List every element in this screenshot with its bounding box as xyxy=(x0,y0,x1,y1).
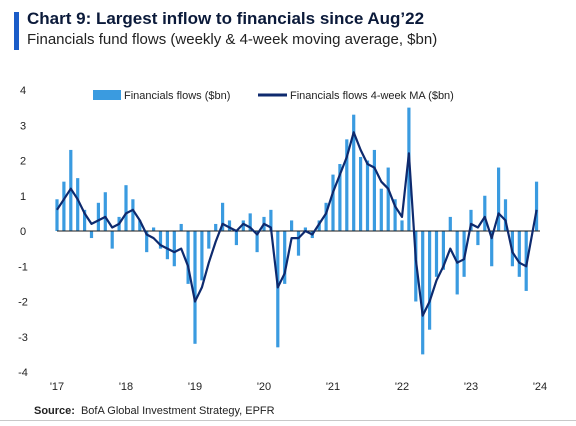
flow-bar xyxy=(441,231,445,270)
x-tick-label: '23 xyxy=(464,381,478,393)
flow-bar xyxy=(214,223,218,231)
flow-bar xyxy=(103,192,107,231)
y-tick-label: 3 xyxy=(20,120,26,132)
flow-bar xyxy=(276,231,280,348)
y-tick-label: 0 xyxy=(20,226,26,238)
flow-bar xyxy=(534,181,539,231)
flow-bar xyxy=(241,220,245,231)
flow-bar xyxy=(269,209,273,231)
flow-bar xyxy=(303,227,307,231)
legend-label-flows: Financials flows ($bn) xyxy=(124,90,230,102)
source-label: Source: xyxy=(34,405,75,417)
x-tick-label: '18 xyxy=(119,381,133,393)
flow-bar xyxy=(434,231,439,277)
flow-bar xyxy=(359,156,363,231)
flow-bar xyxy=(503,199,508,231)
flow-bar xyxy=(76,178,80,231)
flow-bar xyxy=(448,216,452,231)
x-tick-label: '19 xyxy=(188,381,202,393)
flow-bar xyxy=(490,231,494,267)
y-tick-label: 2 xyxy=(20,156,26,168)
source-note: Source: BofA Global Investment Strategy, … xyxy=(34,405,275,417)
flow-bar xyxy=(62,181,66,231)
x-tick-label: '22 xyxy=(395,381,409,393)
flow-bar xyxy=(296,231,301,256)
flow-bar xyxy=(338,164,342,231)
y-tick-label: 1 xyxy=(20,191,26,203)
legend-label-ma: Financials flows 4-week MA ($bn) xyxy=(290,90,454,102)
title-accent-bar xyxy=(14,12,19,50)
flow-bar xyxy=(89,231,94,239)
flow-bar xyxy=(469,209,473,231)
y-tick-label: -2 xyxy=(18,297,28,309)
bottom-rule xyxy=(0,420,576,421)
flow-bar xyxy=(428,231,432,330)
flow-bar xyxy=(290,220,294,231)
flow-bar xyxy=(131,199,135,231)
y-tick-label: -3 xyxy=(18,332,28,344)
flow-bar xyxy=(400,220,404,231)
flow-bar xyxy=(421,231,425,355)
flow-bar xyxy=(517,231,521,277)
flow-bar xyxy=(497,167,501,231)
chart-title: Chart 9: Largest inflow to financials si… xyxy=(27,9,425,28)
flow-bar xyxy=(365,160,370,231)
flow-bar xyxy=(386,167,390,231)
flow-bar xyxy=(283,231,287,284)
flow-bar xyxy=(172,231,176,267)
flow-bar xyxy=(379,188,383,231)
flow-bar xyxy=(227,220,232,231)
chart-subtitle: Financials fund flows (weekly & 4-week m… xyxy=(27,31,438,48)
flow-bar xyxy=(145,231,149,253)
flow-bar xyxy=(221,202,225,231)
flow-bar xyxy=(248,213,252,231)
x-tick-label: '24 xyxy=(533,381,547,393)
flow-bar xyxy=(138,220,142,231)
flow-bar xyxy=(158,231,163,249)
flow-bar xyxy=(55,199,59,231)
flow-bar xyxy=(483,195,487,231)
chart-canvas: 4 3 2 1 0 -1 -2 -3 -4 '17 '18 '19 '20 '21 '22 '23 '24 Fin… xyxy=(18,85,547,393)
flow-bar xyxy=(345,139,349,231)
flow-bar xyxy=(372,149,376,231)
flow-bar xyxy=(165,231,169,260)
legend-swatch-flows xyxy=(93,90,121,100)
x-tick-label: '17 xyxy=(50,381,64,393)
flow-bar xyxy=(96,202,100,231)
y-tick-label: -1 xyxy=(18,261,28,273)
flow-bar xyxy=(331,174,335,231)
source-text: BofA Global Investment Strategy, EPFR xyxy=(80,405,275,417)
flow-bar xyxy=(179,223,183,231)
flow-bar xyxy=(193,231,197,344)
flow-bar xyxy=(324,202,328,231)
x-tick-label: '21 xyxy=(326,381,340,393)
flow-bar xyxy=(393,199,397,231)
flow-bar xyxy=(83,209,87,231)
flow-bar xyxy=(200,231,204,281)
y-tick-label: -4 xyxy=(18,367,28,379)
y-tick-label: 4 xyxy=(20,85,26,97)
flow-bar xyxy=(110,231,114,249)
flow-bar xyxy=(186,231,190,284)
flow-bar xyxy=(234,231,238,246)
ma-line xyxy=(56,131,538,317)
flow-bar xyxy=(476,231,480,246)
flow-bar xyxy=(352,114,356,231)
flow-bar xyxy=(124,185,128,231)
flow-bar xyxy=(207,231,211,249)
flow-bar xyxy=(255,231,259,253)
flow-bar xyxy=(152,227,156,231)
x-tick-label: '20 xyxy=(257,381,271,393)
